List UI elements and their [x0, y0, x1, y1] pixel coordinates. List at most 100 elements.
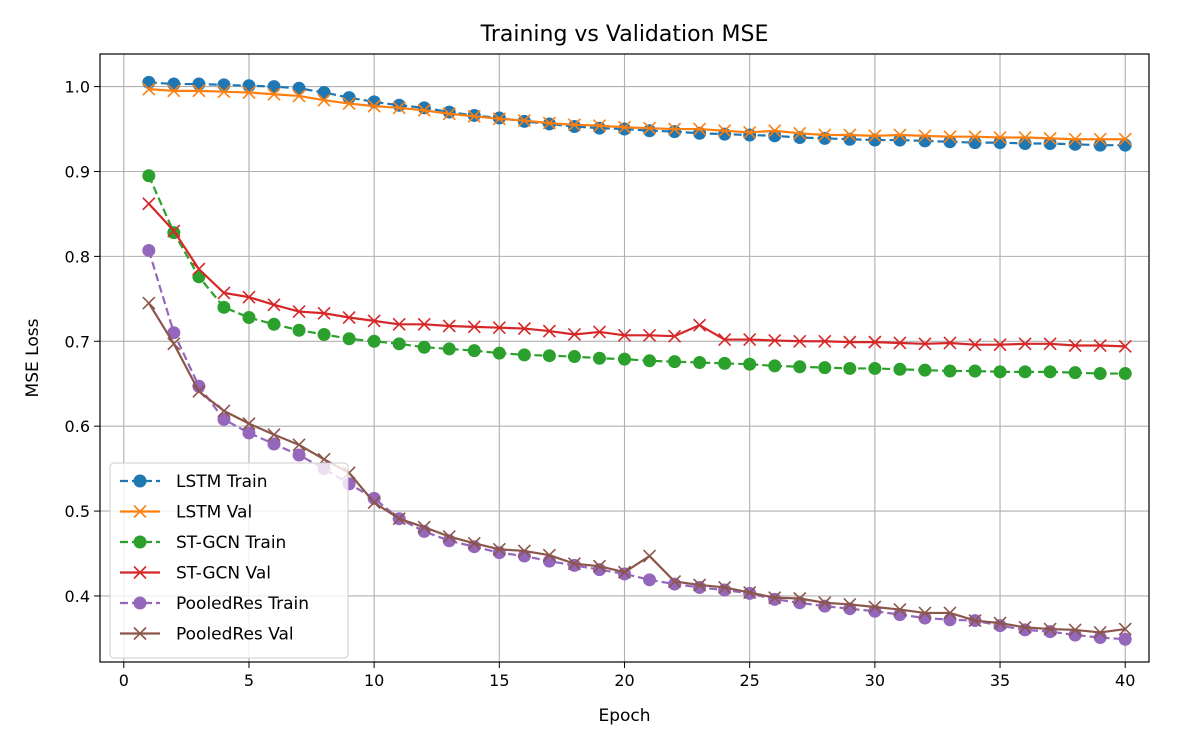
x-tick-label: 30: [865, 671, 885, 690]
data-point-st-gcn-val: [292, 304, 306, 319]
data-point-st-gcn-val: [417, 317, 431, 331]
data-point-st-gcn-train: [993, 365, 1007, 379]
data-point-pooledres-val: [1093, 625, 1107, 640]
y-tick-label: 0.9: [65, 162, 90, 181]
data-point-pooledres-val: [718, 580, 732, 595]
series-line-pooledres-train: [147, 250, 1126, 641]
data-point-lstm-train: [1018, 136, 1032, 150]
data-point-st-gcn-val: [843, 335, 857, 349]
data-point-st-gcn-val: [217, 286, 231, 300]
legend-label: ST-GCN Val: [176, 564, 271, 584]
data-point-pooledres-val: [893, 602, 907, 617]
legend-item: ST-GCN Val: [120, 564, 271, 584]
data-point-pooledres-val: [968, 614, 982, 628]
data-point-lstm-val: [492, 112, 506, 126]
data-point-lstm-train: [242, 79, 256, 93]
data-point-st-gcn-train: [768, 359, 782, 373]
data-point-pooledres-val: [267, 428, 281, 442]
data-point-pooledres-val: [793, 591, 807, 606]
data-point-st-gcn-val: [1118, 339, 1132, 353]
data-point-st-gcn-train: [1043, 365, 1057, 379]
ticks: 0 5 10 15 20 25 30 35 40 0.4 0.5 0.6 0.7 0.8 0.9 1.0: [65, 78, 1136, 690]
legend-label: PooledRes Val: [176, 625, 294, 645]
data-point-st-gcn-train: [342, 332, 356, 346]
data-point-st-gcn-train: [893, 362, 907, 376]
data-point-st-gcn-val: [242, 290, 256, 304]
legend: LSTM Train LSTM Val ST-GCN Train ST-GCN Val…: [109, 462, 349, 659]
data-point-st-gcn-train: [392, 337, 406, 351]
legend-label: ST-GCN Train: [176, 533, 286, 553]
data-point-pooledres-val: [843, 597, 857, 612]
data-point-pooledres-val: [192, 384, 206, 398]
series-line-pooledres-val: [147, 302, 1126, 634]
data-point-lstm-val: [167, 84, 181, 98]
data-point-st-gcn-val: [267, 298, 281, 312]
data-point-lstm-val: [668, 122, 682, 136]
data-point-lstm-train: [267, 80, 281, 94]
data-point-pooledres-train: [768, 592, 782, 606]
data-point-lstm-val: [718, 124, 732, 138]
data-point-pooledres-val: [292, 438, 306, 452]
data-point-lstm-val: [317, 93, 331, 107]
data-point-st-gcn-val: [668, 329, 682, 343]
data-point-lstm-train: [592, 121, 606, 135]
data-point-pooledres-val: [517, 544, 531, 558]
y-axis-title: MSE Loss: [23, 318, 43, 397]
data-point-st-gcn-val: [367, 314, 381, 328]
data-point-st-gcn-val: [818, 334, 832, 348]
data-point-lstm-train: [668, 125, 682, 139]
data-point-st-gcn-train: [367, 334, 381, 348]
data-point-st-gcn-val: [743, 333, 757, 347]
data-point-st-gcn-val: [342, 310, 356, 325]
data-point-st-gcn-val: [693, 318, 707, 332]
x-tick-label: 35: [990, 671, 1010, 690]
data-point-lstm-train: [893, 133, 907, 147]
data-point-pooledres-train: [1043, 625, 1057, 639]
series-line-lstm-val: [148, 88, 1126, 141]
data-point-lstm-train: [567, 119, 581, 133]
series-lstm-val: [142, 82, 1132, 146]
data-point-lstm-train: [768, 129, 782, 143]
data-point-st-gcn-val: [1068, 338, 1082, 353]
data-point-pooledres-train: [267, 437, 281, 451]
data-point-lstm-val: [417, 103, 431, 117]
data-point-pooledres-train: [217, 412, 231, 426]
data-point-lstm-val: [617, 120, 632, 134]
data-point-pooledres-train: [718, 583, 732, 597]
data-point-st-gcn-val: [142, 197, 156, 211]
legend-marker: [133, 474, 147, 488]
y-tick-label: 1.0: [65, 78, 90, 97]
data-point-st-gcn-val: [567, 327, 581, 342]
data-point-lstm-train: [918, 134, 932, 148]
data-point-st-gcn-val: [868, 335, 882, 349]
data-point-st-gcn-val: [1093, 338, 1107, 353]
data-point-pooledres-train: [142, 243, 156, 257]
data-point-st-gcn-train: [292, 323, 306, 337]
data-point-pooledres-train: [918, 611, 932, 625]
data-point-st-gcn-train: [918, 363, 932, 377]
data-point-pooledres-val: [567, 557, 581, 571]
data-point-st-gcn-train: [643, 354, 657, 368]
data-point-lstm-train: [1043, 136, 1057, 150]
data-point-lstm-val: [793, 126, 807, 140]
data-point-lstm-val: [192, 84, 206, 98]
data-point-st-gcn-train: [517, 348, 531, 362]
data-point-st-gcn-train: [1118, 367, 1132, 381]
data-point-pooledres-train: [643, 573, 657, 587]
data-point-pooledres-val: [217, 404, 231, 418]
x-tick-label: 0: [119, 671, 129, 690]
data-point-pooledres-val: [818, 596, 832, 610]
data-point-st-gcn-val: [317, 306, 331, 320]
legend-box: [109, 462, 349, 659]
series-line-st-gcn-train: [147, 175, 1126, 375]
data-point-pooledres-val: [467, 536, 481, 550]
series-st-gcn-val: [142, 197, 1132, 353]
data-point-lstm-train: [1118, 138, 1132, 152]
legend-item: ST-GCN Train: [120, 533, 286, 553]
data-point-pooledres-val: [668, 574, 682, 589]
data-point-pooledres-val: [642, 549, 657, 563]
data-point-lstm-val: [693, 122, 707, 136]
data-point-st-gcn-val: [192, 262, 206, 276]
